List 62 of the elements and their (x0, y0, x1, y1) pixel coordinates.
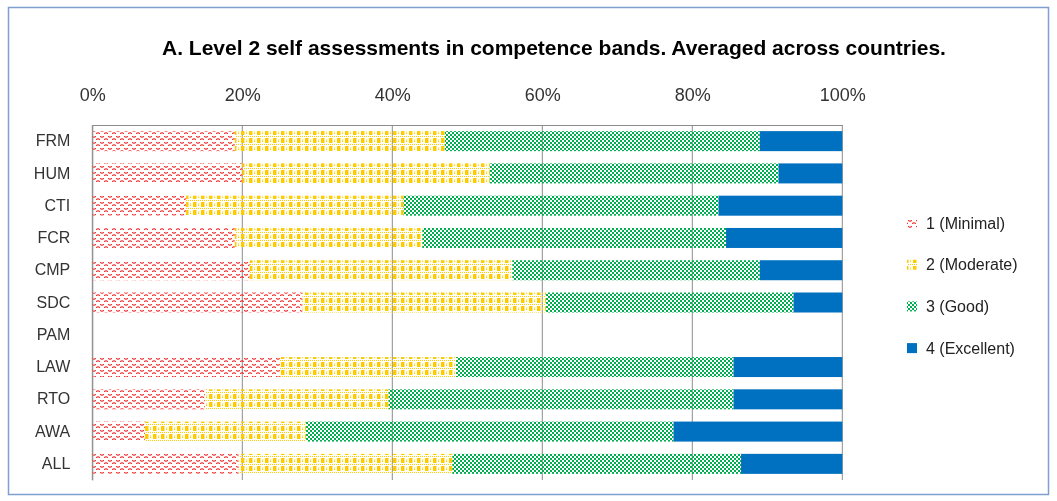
y-tick-label: FCR (37, 229, 71, 247)
bar (778, 163, 843, 184)
bar (733, 357, 843, 378)
chart-title: A. Level 2 self assessments in competence bands. Averaged across countries. (162, 36, 946, 59)
y-tick-label: LAW (36, 358, 72, 376)
y-tick-label: RTO (37, 390, 71, 408)
bar (733, 389, 843, 410)
x-tick-label: 100% (819, 85, 866, 105)
bar (444, 131, 760, 152)
bar (759, 260, 843, 281)
x-tick-label: 60% (524, 85, 561, 105)
bar (302, 292, 547, 313)
bar (726, 227, 843, 248)
bar (512, 260, 760, 281)
bar (279, 357, 457, 378)
bar (204, 389, 389, 410)
bar (452, 453, 742, 474)
bar (92, 131, 235, 152)
bar (718, 195, 843, 216)
bar (741, 453, 843, 474)
legend-label: 1 (Minimal) (926, 214, 1006, 232)
bar (793, 292, 843, 313)
bar (92, 227, 235, 248)
bar (234, 131, 445, 152)
bar (306, 421, 674, 442)
y-tick-label: HUM (33, 164, 71, 182)
bar (186, 195, 404, 216)
bar (388, 389, 734, 410)
bar (546, 292, 794, 313)
bar (92, 292, 303, 313)
legend-label: 2 (Moderate) (926, 256, 1018, 274)
bar (92, 453, 239, 474)
bar (92, 195, 187, 216)
bar (759, 131, 843, 152)
y-tick-label: FRM (35, 132, 71, 150)
bar (144, 421, 307, 442)
bar (92, 163, 243, 184)
x-tick-label: 20% (224, 85, 261, 105)
bar (673, 421, 843, 442)
bar (238, 453, 453, 474)
bar (422, 227, 727, 248)
bar (92, 260, 250, 281)
legend-label: 4 (Excellent) (926, 339, 1015, 357)
y-tick-label: SDC (36, 293, 71, 311)
bar (242, 163, 490, 184)
bar (234, 227, 423, 248)
legend-label: 3 (Good) (926, 298, 990, 315)
bar (489, 163, 779, 184)
y-tick-label: CMP (34, 261, 71, 279)
y-tick-label: CTI (44, 196, 71, 214)
bar (92, 357, 280, 378)
bar (249, 260, 513, 281)
x-tick-label: 80% (674, 85, 711, 105)
x-tick-label: 40% (374, 85, 411, 105)
bar (456, 357, 734, 378)
y-tick-label: AWA (35, 422, 71, 440)
bar (92, 389, 205, 410)
y-tick-label: PAM (36, 325, 71, 343)
y-tick-label: ALL (41, 454, 71, 472)
bar (403, 195, 719, 216)
bar (92, 421, 145, 442)
x-tick-label: 0% (79, 85, 106, 105)
